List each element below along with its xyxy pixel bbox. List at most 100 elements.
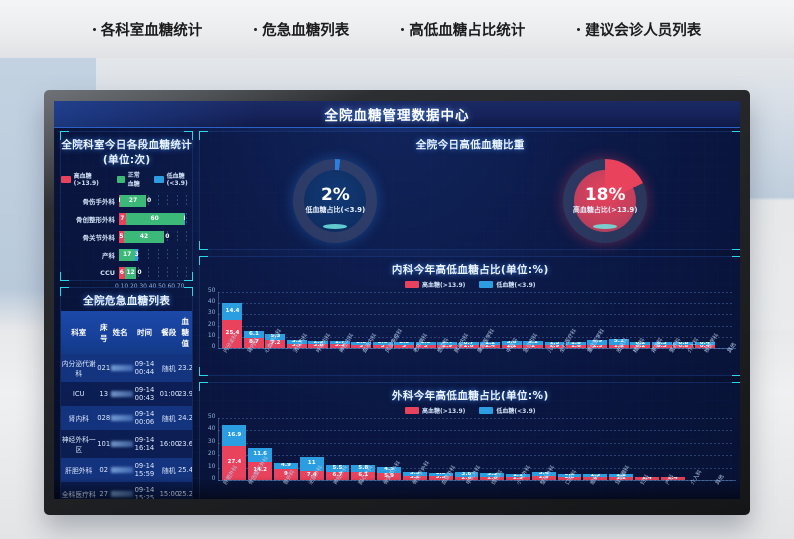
bar-value: 2 <box>531 345 535 348</box>
panel-surgery-year-legend: 高血糖(>13.9) 低血糖(<3.9) <box>200 406 740 418</box>
hbar-x-axis: 0 10 20 30 40 50 60 70 <box>115 283 186 290</box>
hbar-track: 7 60 1 <box>119 212 188 225</box>
legend-item[interactable]: 高血糖(>13.9) <box>61 170 103 188</box>
bar-segment: 3.8 <box>501 340 522 345</box>
bar-value: 3 <box>423 344 428 348</box>
axis-tick: 20 <box>207 450 216 458</box>
dashboard-title: 全院血糖管理数据中心 <box>324 108 470 124</box>
bar-value: 8.7 <box>248 339 259 346</box>
bar-segment: 3 <box>394 344 415 348</box>
panel-dept-today: 全院科室今日各段血糖统计(单位:次) 高血糖(>13.9) 正常血糖 低血糖(<3.… <box>60 131 194 290</box>
column-header[interactable]: 床号 <box>96 311 111 354</box>
hbar-segment: 6 <box>119 266 125 279</box>
panel-dept-today-title: 全院科室今日各段血糖统计(单位:次) <box>61 139 193 166</box>
hbar-value: 60 <box>150 215 159 222</box>
cell-time: 09-14 00:44 <box>129 354 160 382</box>
bar-segment: 5.3 <box>265 334 286 340</box>
legend-label: 低血糖(<3.9) <box>496 282 536 289</box>
topnav-item-3[interactable]: 建议会诊人员列表 <box>577 19 701 40</box>
bar-value: 3.6 <box>313 343 324 348</box>
bar-segment: 1.1 <box>608 345 629 348</box>
axis-tick: 60 <box>167 283 176 290</box>
legend-swatch <box>479 407 494 414</box>
topnav-item-0[interactable]: 各科室血糖统计 <box>92 19 202 40</box>
gauges-row: 2% 低血糖占比(<3.9) 18% 高血糖占比(>13.9) <box>200 155 740 249</box>
bar-segment: 8.7 <box>243 338 264 348</box>
bar-value: 14.4 <box>225 307 240 314</box>
table-row[interactable]: 内分泌代谢科 021 09-14 00:44 随机 23.2 <box>61 354 193 382</box>
hbar-value: 5 <box>119 233 124 240</box>
bar-segment: 16.9 <box>222 425 247 447</box>
legend-item[interactable]: 低血糖(<3.9) <box>479 406 536 415</box>
column-header[interactable]: 时间 <box>129 311 160 354</box>
table-row[interactable]: 神经外科一区 101 09-14 16:14 16:00 23.6 <box>61 430 193 458</box>
bar-value: 7.2 <box>270 340 281 347</box>
panel-ratio-today-title: 全院今日高低血糖比重 <box>415 139 525 151</box>
bar-segment: 3.2 <box>523 341 543 345</box>
hbar-segment: 7 <box>119 212 126 225</box>
bar-segment: 0.2 <box>630 342 651 345</box>
dashboard-screen: 全院血糖管理数据中心 全院科室今日各段血糖统计(单位:次) 高血糖(>13.9)… <box>54 101 740 499</box>
bar-segment: 3.3 <box>329 344 350 348</box>
column-header[interactable]: 科室 <box>61 311 97 354</box>
topnav-item-label: 高低血糖占比统计 <box>409 22 526 39</box>
bullet-icon <box>401 27 405 31</box>
redacted-name <box>110 441 133 447</box>
cell-dept: 肾内科 <box>61 406 97 430</box>
legend-item[interactable]: 低血糖(<3.9) <box>479 280 536 289</box>
bars: 14.4 25.4 6.1 8.7 5.3 7.2 3.2 3.7 2.5 3.6 1.7 3.3 2.… <box>218 292 737 349</box>
topnav-item-2[interactable]: 高低血糖占比统计 <box>401 19 525 40</box>
column-header[interactable]: 餐段 <box>159 311 178 354</box>
bar-segment: 3.2 <box>286 340 307 344</box>
cell-dept: ICU <box>61 382 97 406</box>
legend-swatch <box>479 281 494 288</box>
bar-segment: 1.8 <box>565 342 586 345</box>
bar-segment: 0.4 <box>694 345 715 348</box>
bar-value: 1.2 <box>485 342 496 345</box>
bar-segment: 7.2 <box>265 339 286 348</box>
hbar-row: 产科 0173 <box>63 247 188 262</box>
column-header[interactable]: 血糖值 <box>177 311 193 354</box>
hbar-value: 27 <box>128 197 138 204</box>
legend-item[interactable]: 高血糖(>13.9) <box>405 406 465 415</box>
hbar-track: 6 12 0 <box>119 266 188 279</box>
legend-item[interactable]: 正常血糖 <box>117 170 140 188</box>
bar-segment: 1.9 <box>544 345 565 348</box>
cell-value: 24.2 <box>177 406 193 430</box>
bar: 3.8 2.2 <box>501 340 522 348</box>
column-header[interactable]: 姓名 <box>110 311 130 354</box>
bar-value: 2.2 <box>356 341 367 345</box>
bar-value: 0.3 <box>656 342 667 345</box>
hbar-segment: 5 <box>119 230 124 243</box>
bar-value: 3.2 <box>291 340 302 344</box>
hbar-track: 0173 <box>119 248 188 261</box>
cell-meal: 随机 <box>159 406 178 430</box>
legend-item[interactable]: 低血糖(<3.9) <box>154 170 192 188</box>
cell-dept: 内分泌代谢科 <box>61 354 97 382</box>
bar-segment: 2.5 <box>372 341 393 345</box>
bar-segment: 2.2 <box>415 341 436 345</box>
top-navigation: 各科室血糖统计 危急血糖列表 高低血糖占比统计 建议会诊人员列表 <box>0 0 794 58</box>
legend-swatch <box>154 175 164 183</box>
bar-segment: 0.7 <box>458 342 479 345</box>
axis-tick: 0 <box>211 343 216 350</box>
hbar-category-label: CCU <box>100 268 115 277</box>
legend-item[interactable]: 高血糖(>13.9) <box>405 280 465 289</box>
gauge-base <box>323 224 348 229</box>
hbar-segment: 60 <box>125 212 184 225</box>
axis-tick: 20 <box>129 283 138 290</box>
cell-name <box>110 430 133 458</box>
bar-segment: 2.6 <box>458 345 479 348</box>
bar: 5.3 7.2 <box>265 334 286 348</box>
axis-tick: 30 <box>207 437 216 445</box>
topnav-item-1[interactable]: 危急血糖列表 <box>254 19 349 40</box>
hbar-row: 骨创整形外科 7 60 1 <box>63 211 188 226</box>
table-row[interactable]: 肾内科 028 09-14 00:06 随机 24.2 <box>61 406 193 430</box>
axis-tick: 40 <box>148 283 157 290</box>
gauge-percent: 18% <box>584 184 626 205</box>
table-row[interactable]: ICU 13 09-14 00:43 01:00 23.9 <box>61 382 193 406</box>
internal-year-chart: 0 10 20 30 40 50 14.4 25.4 6.1 8.7 5.3 7.2 3.2 3.7 2.5… <box>200 287 740 383</box>
bar-value: 16.9 <box>227 431 242 438</box>
bar-segment: 1.5 <box>544 342 565 345</box>
